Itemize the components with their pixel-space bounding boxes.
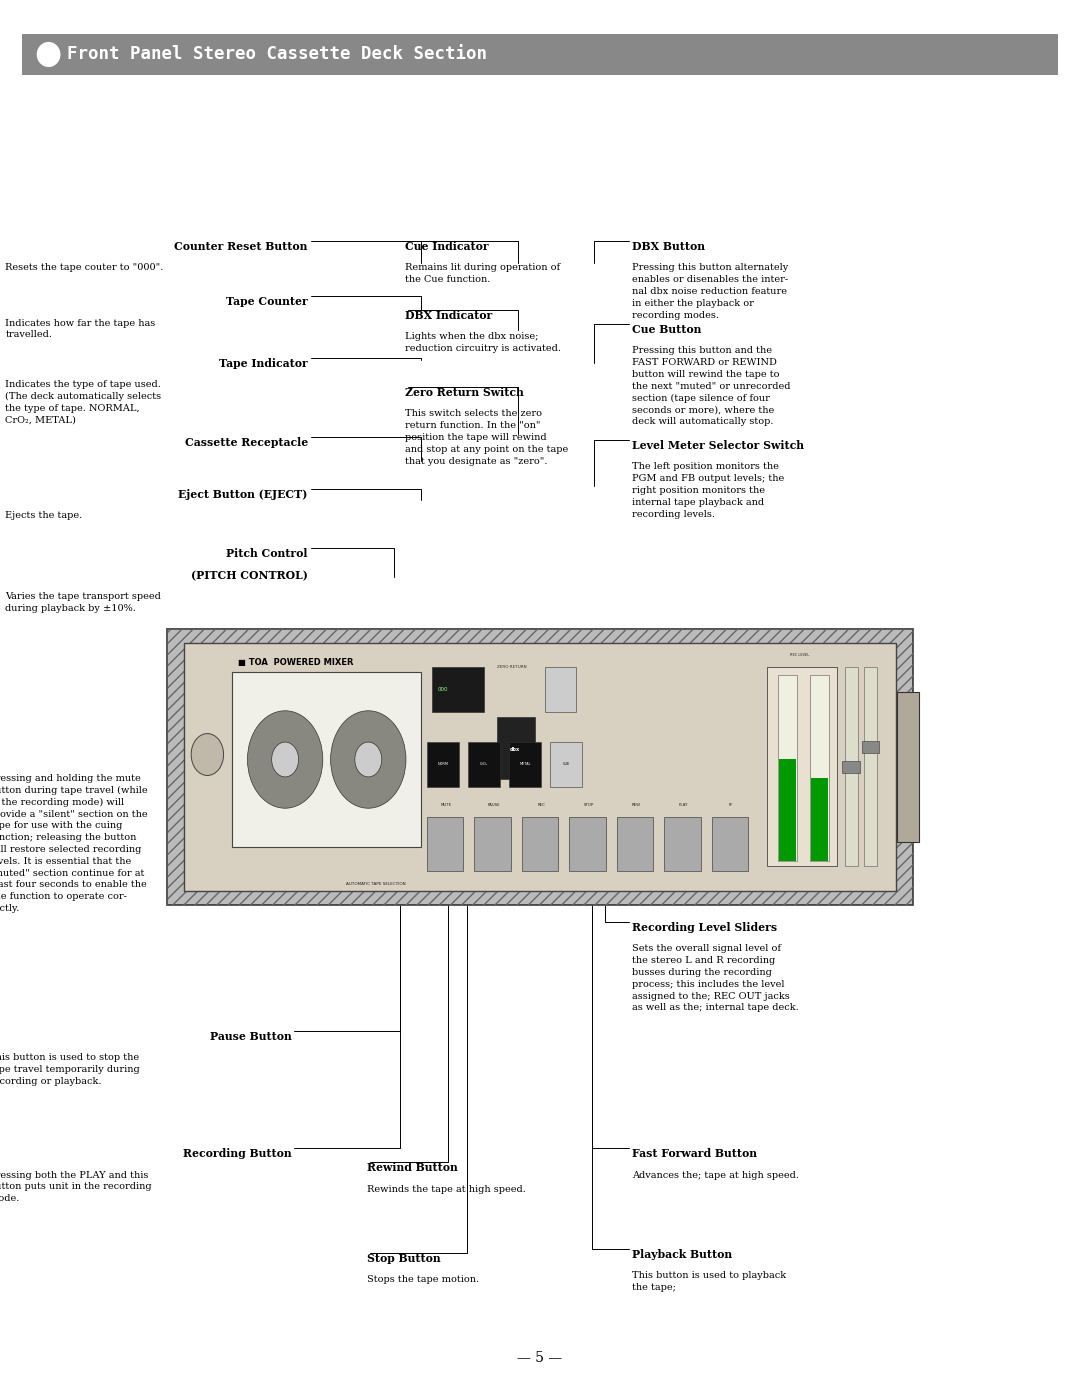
Circle shape [272, 742, 298, 777]
Text: Recording Button: Recording Button [183, 1148, 292, 1160]
Bar [509, 742, 541, 787]
Text: STOP: STOP [583, 803, 594, 806]
Text: ■ TOA  POWERED MIXER: ■ TOA POWERED MIXER [238, 658, 353, 666]
Text: dbx: dbx [510, 747, 521, 752]
Text: 000: 000 [437, 687, 448, 693]
Text: The high intensity meters enable
visual monitoring of the output
signals selecte: The high intensity meters enable visual … [632, 791, 795, 835]
Text: Varies the tape transport speed
during playback by ±10%.: Varies the tape transport speed during p… [5, 592, 161, 613]
Text: Level Meter Selector Switch: Level Meter Selector Switch [632, 440, 804, 451]
Text: Lights when the dbx noise;
reduction circuitry is activated.: Lights when the dbx noise; reduction cir… [405, 332, 561, 353]
Bar [617, 817, 653, 872]
Text: Pressing both the PLAY and this
button puts unit in the recording
mode.: Pressing both the PLAY and this button p… [0, 1171, 152, 1203]
Text: Front Panel Stereo Cassette Deck Section: Front Panel Stereo Cassette Deck Section [67, 46, 487, 63]
Text: REW: REW [632, 803, 640, 806]
Text: Cassette Receptacle: Cassette Receptacle [185, 437, 308, 448]
Bar [767, 668, 837, 866]
Text: Stops the tape motion.: Stops the tape motion. [367, 1275, 480, 1284]
Text: AUTOMATIC TAPE SELECTION: AUTOMATIC TAPE SELECTION [346, 882, 405, 886]
Text: REC LEVEL: REC LEVEL [789, 652, 809, 657]
Text: DBX Indicator: DBX Indicator [405, 310, 492, 321]
Text: METAL: METAL [519, 763, 530, 767]
Text: MUTE: MUTE [441, 803, 451, 806]
Text: Tape Indicator: Tape Indicator [219, 358, 308, 369]
Bar [497, 717, 535, 780]
Bar [167, 629, 913, 905]
Bar [862, 742, 879, 753]
Bar [432, 668, 484, 712]
Bar [897, 693, 919, 841]
Text: Zero Return Switch: Zero Return Switch [405, 387, 524, 398]
Text: This switch selects the zero
return function. In the "on"
position the tape will: This switch selects the zero return func… [405, 409, 568, 465]
Bar [468, 742, 500, 787]
Bar [167, 629, 913, 905]
Circle shape [330, 711, 406, 809]
Bar [474, 817, 511, 872]
Bar [810, 675, 829, 862]
Text: This button is used to playback
the tape;: This button is used to playback the tape… [632, 1271, 786, 1292]
Bar [427, 742, 459, 787]
Text: Advances the; tape at high speed.: Advances the; tape at high speed. [632, 1171, 799, 1179]
Bar [184, 643, 896, 891]
Bar [842, 761, 860, 773]
Bar [550, 742, 582, 787]
Bar [522, 817, 558, 872]
Text: FF: FF [729, 803, 733, 806]
Text: This button is used to stop the
tape travel temporarily during
recording or play: This button is used to stop the tape tra… [0, 1053, 140, 1085]
Text: REC: REC [537, 803, 545, 806]
Text: Pressing this button and the
FAST FORWARD or REWIND
button will rewind the tape : Pressing this button and the FAST FORWAR… [632, 346, 791, 426]
Circle shape [355, 742, 381, 777]
Text: Fast Forward Button: Fast Forward Button [632, 1148, 757, 1160]
Circle shape [247, 711, 323, 809]
Text: Rewinds the tape at high speed.: Rewinds the tape at high speed. [367, 1185, 526, 1193]
Bar [545, 668, 576, 712]
Text: The left position monitors the
PGM and FB output levels; the
right position moni: The left position monitors the PGM and F… [632, 462, 784, 518]
Bar [811, 778, 828, 862]
Bar [22, 34, 1058, 75]
Ellipse shape [37, 42, 60, 67]
Bar [712, 817, 748, 872]
Text: Ejects the tape.: Ejects the tape. [5, 511, 83, 520]
Bar [845, 668, 858, 866]
Bar [779, 759, 796, 862]
Text: NORM: NORM [437, 763, 448, 767]
Bar [427, 817, 463, 872]
Text: PLAY: PLAY [679, 803, 688, 806]
Text: (PITCH CONTROL): (PITCH CONTROL) [191, 570, 308, 581]
Text: — 5 —: — 5 — [517, 1351, 563, 1365]
Text: Resets the tape couter to "000".: Resets the tape couter to "000". [5, 263, 164, 272]
Text: Counter Reset Button: Counter Reset Button [175, 242, 308, 251]
Text: Tape Counter: Tape Counter [226, 296, 308, 307]
Text: Mute Button: Mute Button [214, 752, 292, 763]
Circle shape [191, 733, 224, 775]
Text: Fluorescent Bargraph Meter: Fluorescent Bargraph Meter [632, 768, 806, 780]
Text: PAUSE: PAUSE [487, 803, 500, 806]
Bar [864, 668, 877, 866]
Text: Indicates the type of tape used.
(The deck automatically selects
the type of tap: Indicates the type of tape used. (The de… [5, 380, 162, 425]
Text: Pitch Control: Pitch Control [227, 548, 308, 559]
Text: Stop Button: Stop Button [367, 1253, 441, 1264]
Text: ZERO RETURN: ZERO RETURN [497, 665, 526, 669]
Text: Sets the overall signal level of
the stereo L and R recording
busses during the : Sets the overall signal level of the ste… [632, 944, 798, 1013]
Text: Indicates how far the tape has
travelled.: Indicates how far the tape has travelled… [5, 319, 156, 339]
Text: CUE: CUE [563, 763, 569, 767]
Text: Pressing this button alternately
enables or disenables the inter-
nal dbx noise : Pressing this button alternately enables… [632, 263, 788, 320]
Bar [664, 817, 701, 872]
Text: Rewind Button: Rewind Button [367, 1162, 458, 1173]
Text: Playback Button: Playback Button [632, 1249, 732, 1260]
Text: DBX Button: DBX Button [632, 242, 705, 251]
Bar [778, 675, 797, 862]
Bar [569, 817, 606, 872]
Text: Pause Button: Pause Button [210, 1031, 292, 1042]
Text: Pressing and holding the mute
button during tape travel (while
in the recording : Pressing and holding the mute button dur… [0, 774, 148, 914]
Text: Eject Button (EJECT): Eject Button (EJECT) [178, 489, 308, 500]
Text: Recording Level Sliders: Recording Level Sliders [632, 922, 777, 933]
Text: Cue Button: Cue Button [632, 324, 701, 335]
Text: Remains lit during operation of
the Cue function.: Remains lit during operation of the Cue … [405, 263, 561, 284]
Text: Cue Indicator: Cue Indicator [405, 242, 488, 251]
Text: CrO₂: CrO₂ [480, 763, 488, 767]
Bar [232, 672, 421, 847]
